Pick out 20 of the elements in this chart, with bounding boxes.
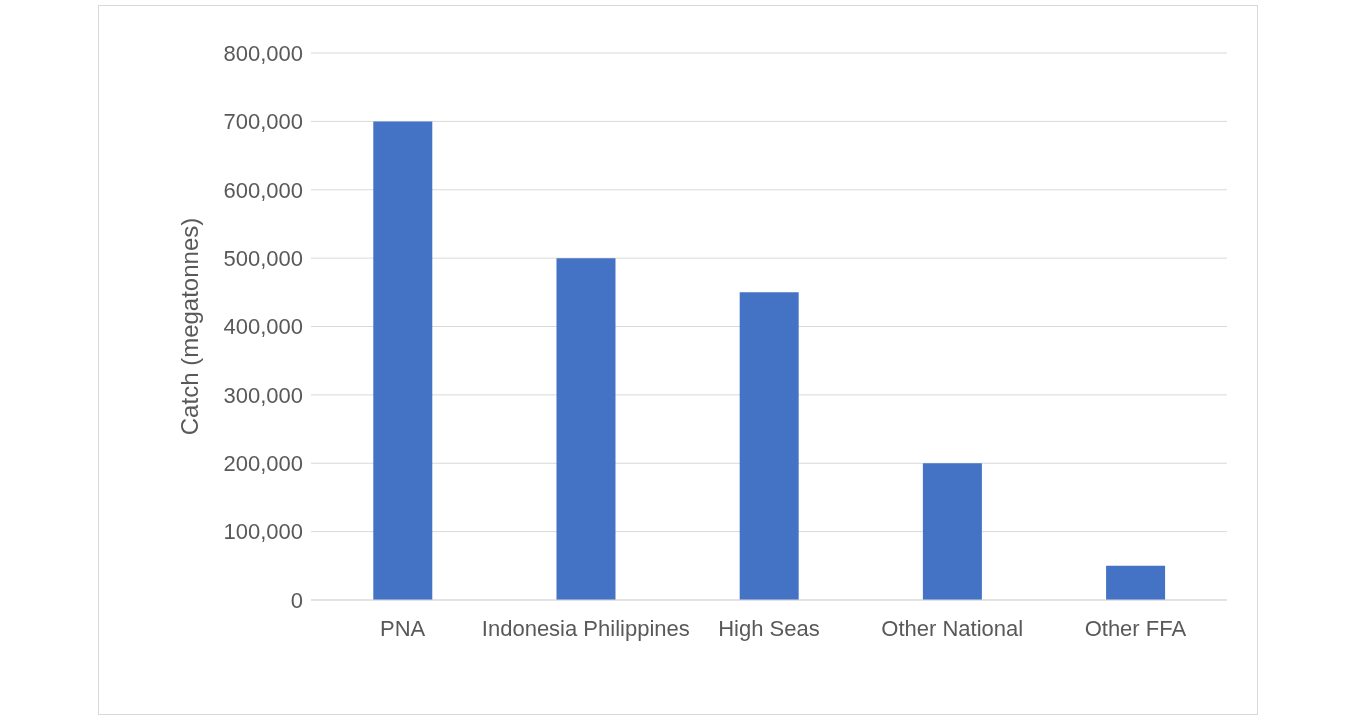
x-tick-label: Indonesia Philippines <box>481 615 690 641</box>
y-tick-label: 0 <box>290 587 303 613</box>
y-axis-title: Catch (megatonnes) <box>175 217 203 436</box>
bar <box>922 463 982 600</box>
x-tick-label: PNA <box>379 615 426 641</box>
x-tick-label: Other FFA <box>1084 615 1187 641</box>
y-tick-label: 500,000 <box>223 245 303 271</box>
y-tick-label: 100,000 <box>223 519 303 545</box>
y-tick-label: 700,000 <box>223 109 303 135</box>
y-tick-label: 300,000 <box>223 382 303 408</box>
bar <box>1106 565 1166 600</box>
bar <box>373 121 433 600</box>
x-tick-label: High Seas <box>718 615 820 641</box>
x-tick-label: Other National <box>881 615 1024 641</box>
y-tick-label: 800,000 <box>223 40 303 66</box>
y-tick-label: 400,000 <box>223 314 303 340</box>
y-tick-label: 200,000 <box>223 451 303 477</box>
y-tick-label: 600,000 <box>223 177 303 203</box>
bar <box>556 258 616 600</box>
bar <box>739 292 799 600</box>
